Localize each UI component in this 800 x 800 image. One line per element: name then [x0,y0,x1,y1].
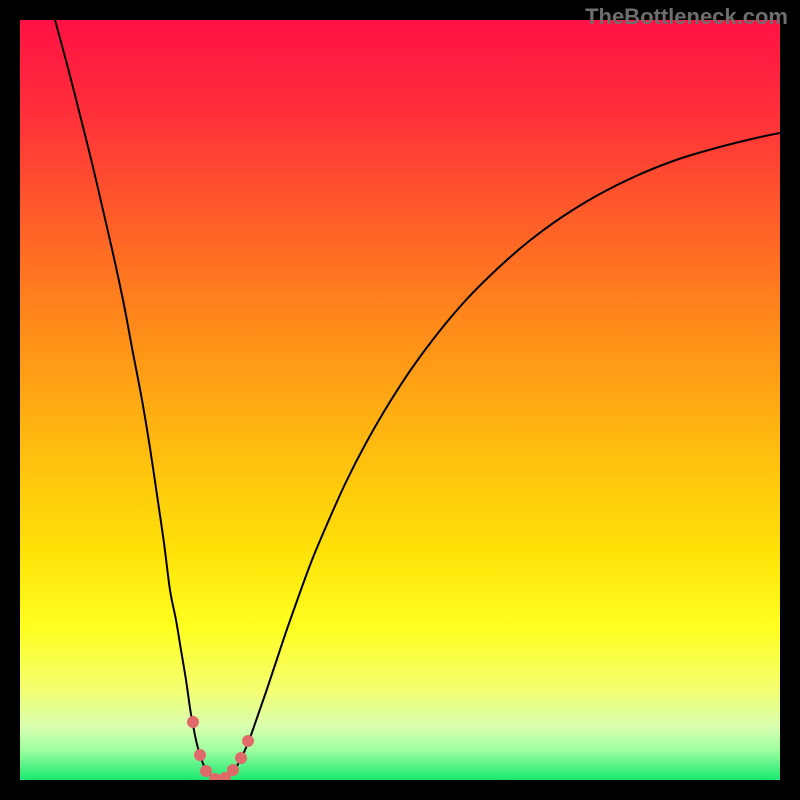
chart-background [20,20,780,780]
marker-point [227,764,239,776]
chart-svg [20,20,780,780]
marker-point [194,749,206,761]
bottleneck-chart [20,20,780,780]
marker-point [200,765,212,777]
marker-point [235,752,247,764]
marker-point [242,735,254,747]
marker-point [187,716,199,728]
watermark-text: TheBottleneck.com [585,4,788,30]
